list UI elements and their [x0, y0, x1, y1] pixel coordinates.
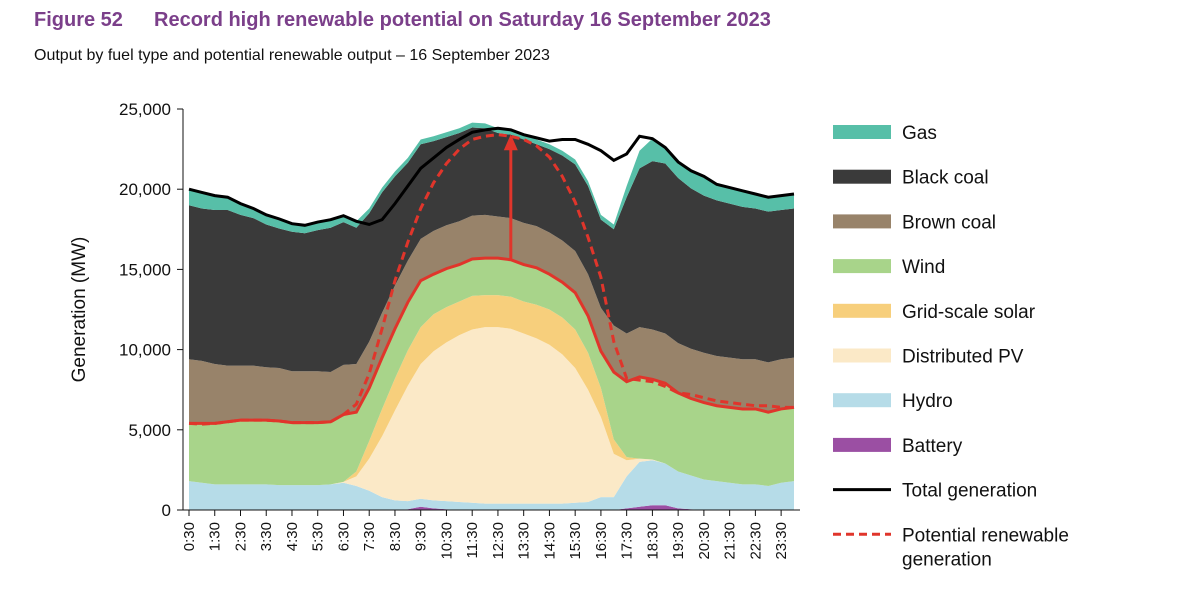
- legend-label-gas: Gas: [902, 123, 937, 144]
- legend-swatch-black-coal: [833, 169, 891, 184]
- figure-number: Figure 52: [34, 9, 123, 31]
- x-tick-label: 0:30: [181, 522, 198, 551]
- legend-swatch-wind: [833, 259, 891, 274]
- x-tick-label: 19:30: [670, 522, 687, 560]
- legend-label-grid-scale-solar: Grid-scale solar: [902, 302, 1036, 323]
- x-tick-label: 2:30: [232, 522, 249, 551]
- legend-swatch-brown-coal: [833, 214, 891, 229]
- legend-label-battery: Battery: [902, 436, 963, 457]
- x-tick-label: 6:30: [335, 522, 352, 551]
- area-distributed-pv: [189, 327, 794, 504]
- x-tick-label: 1:30: [207, 522, 224, 551]
- x-tick-label: 23:30: [773, 522, 790, 560]
- x-tick-label: 22:30: [747, 522, 764, 560]
- arrow-head: [503, 134, 518, 151]
- x-tick-label: 9:30: [413, 522, 430, 551]
- area-hydro: [189, 460, 794, 510]
- legend-label-hydro: Hydro: [902, 391, 953, 412]
- legend-swatch-hydro: [833, 393, 891, 408]
- x-tick-label: 12:30: [490, 522, 507, 560]
- x-tick-label: 8:30: [387, 522, 404, 551]
- legend-label-wind: Wind: [902, 257, 945, 278]
- x-tick-label: 13:30: [516, 522, 533, 560]
- legend-label-distributed-pv: Distributed PV: [902, 347, 1024, 368]
- x-tick-label: 3:30: [258, 522, 275, 551]
- line-total-generation: [188, 126, 795, 227]
- y-tick-label: 25,000: [119, 100, 171, 119]
- y-tick-label: 0: [162, 501, 171, 520]
- legend-swatch-battery: [833, 437, 891, 452]
- x-tick-label: 4:30: [284, 522, 301, 551]
- legend-swatch-distributed-pv: [833, 348, 891, 363]
- line-potential-renewable-generation: [188, 133, 794, 426]
- x-tick-label: 7:30: [361, 522, 378, 551]
- x-tick-label: 15:30: [567, 522, 584, 560]
- area-gas: [189, 122, 794, 234]
- x-tick-label: 17:30: [619, 522, 636, 560]
- y-tick-label: 10,000: [119, 341, 171, 360]
- area-brown-coal: [189, 214, 794, 424]
- legend-label-potential-renewable-generation-cont: generation: [902, 549, 992, 570]
- area-wind: [189, 258, 794, 486]
- x-tick-label: 5:30: [310, 522, 327, 551]
- area-black-coal: [189, 127, 794, 373]
- actual-renewable-line: [189, 256, 795, 425]
- x-tick-label: 14:30: [541, 522, 558, 560]
- figure-subtitle: Output by fuel type and potential renewa…: [34, 47, 550, 64]
- y-tick-label: 5,000: [128, 421, 171, 440]
- y-axis-label: Generation (MW): [69, 237, 90, 383]
- legend-swatch-grid-scale-solar: [833, 303, 891, 318]
- legend-swatch-gas: [833, 125, 891, 139]
- x-tick-label: 10:30: [438, 522, 455, 560]
- y-tick-label: 15,000: [119, 260, 171, 279]
- x-tick-label: 21:30: [722, 522, 739, 560]
- x-tick-label: 18:30: [644, 522, 661, 560]
- x-tick-label: 20:30: [696, 522, 713, 560]
- legend-label-brown-coal: Brown coal: [902, 212, 996, 233]
- legend-label-potential-renewable-generation: Potential renewable: [902, 525, 1069, 546]
- legend-label-black-coal: Black coal: [902, 168, 989, 189]
- figure-title: Figure 52 Record high renewable potential…: [34, 9, 771, 32]
- legend-label-total-generation: Total generation: [902, 481, 1037, 502]
- figure-title-text: Record high renewable potential on Satur…: [154, 9, 771, 31]
- x-tick-label: 16:30: [593, 522, 610, 560]
- x-tick-label: 11:30: [464, 522, 481, 558]
- y-tick-label: 20,000: [119, 180, 171, 199]
